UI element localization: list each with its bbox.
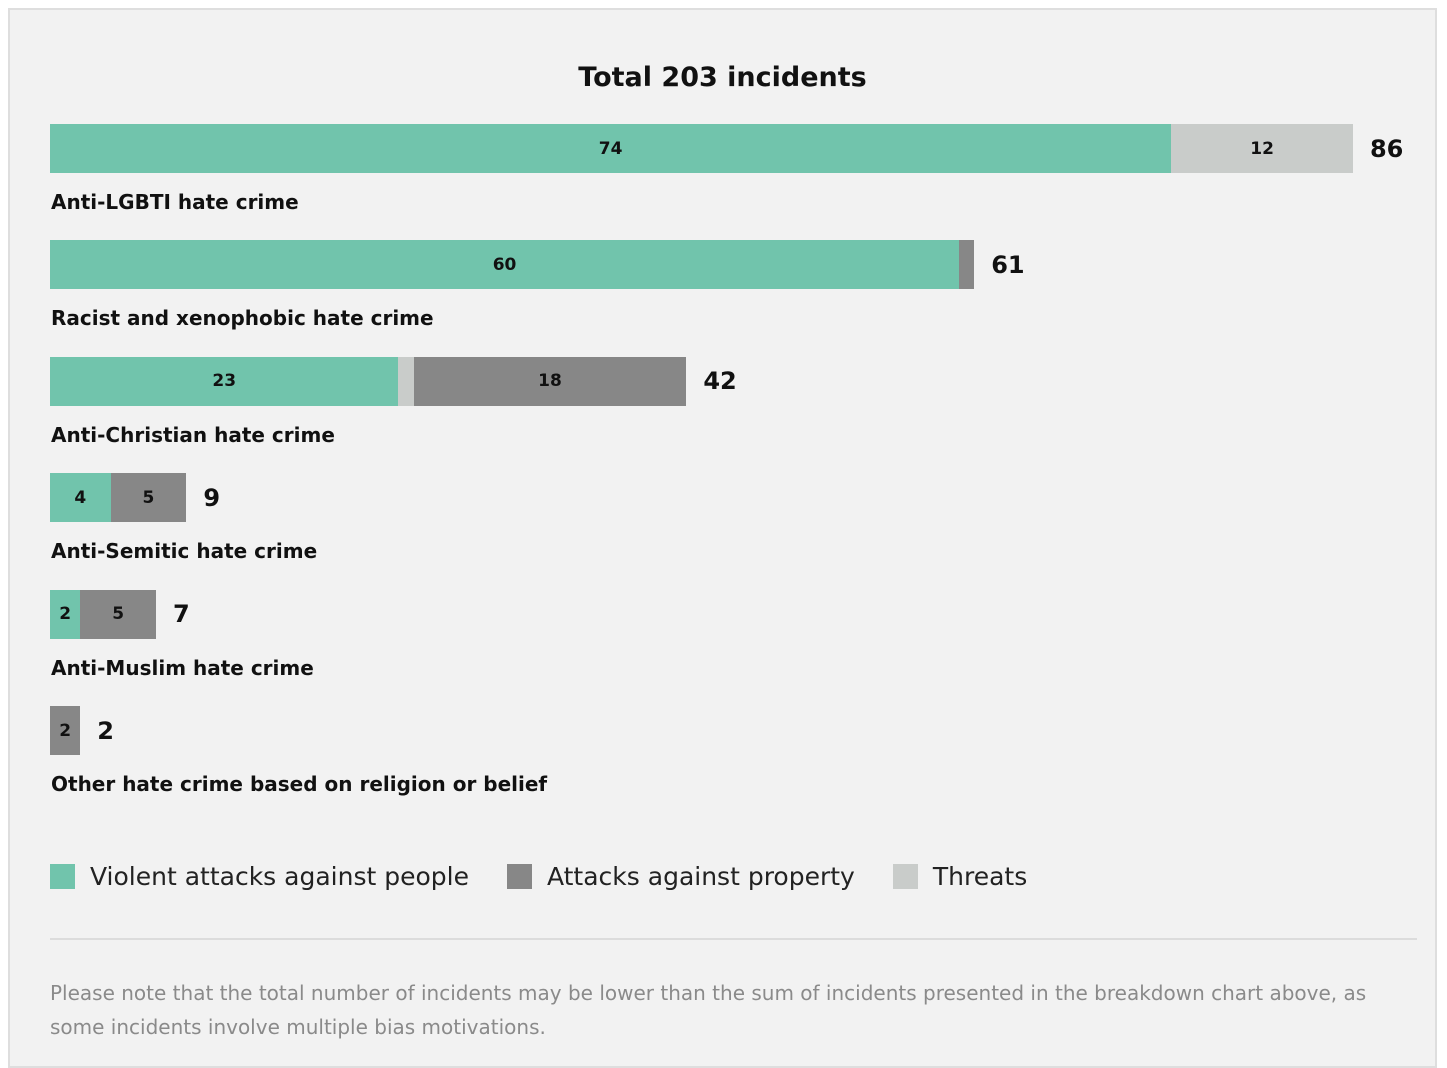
divider <box>50 938 1417 940</box>
footnote: Please note that the total number of inc… <box>50 981 1367 1039</box>
bar-segment-violent: 2 <box>50 589 81 639</box>
bar-value-label: 5 <box>112 604 125 625</box>
category-label: Anti-LGBTI hate crime <box>51 190 299 214</box>
bar-track: 74 12 86 <box>50 124 1447 173</box>
bar-value-label: 2 <box>59 720 72 741</box>
legend-swatch-violent <box>50 864 75 889</box>
bar-row: 23 18 42 Anti-Christian hate crime <box>50 356 1447 447</box>
bar-segment-threats <box>398 356 414 406</box>
bar-segment-threats: 12 <box>1171 124 1353 173</box>
chart-panel: Total 203 incidents 74 12 86 Anti-LGBTI hat… <box>8 8 1437 1068</box>
category-label: Other hate crime based on religion or be… <box>51 772 548 796</box>
category-label: Anti-Muslim hate crime <box>51 655 314 680</box>
bar-total-label: 86 <box>1369 134 1404 163</box>
bar-total-label: 7 <box>173 600 190 629</box>
bar-value-label: 74 <box>598 138 623 159</box>
bar-segment-violent: 60 <box>50 240 960 290</box>
bar-value-label: 18 <box>538 371 562 392</box>
bar-track: 23 18 42 <box>50 356 1447 406</box>
bar-segment-property <box>959 240 975 290</box>
bar-row: 2 5 7 Anti-Muslim hate crime <box>50 589 1447 680</box>
bar-row: 4 5 9 Anti-Semitic hate crime <box>50 473 1447 563</box>
legend: Violent attacks against people Attacks a… <box>50 862 1065 891</box>
chart-title: Total 203 incidents <box>578 62 867 93</box>
legend-swatch-threats <box>892 864 918 889</box>
bar-row: 2 2 Other hate crime based on religion or … <box>50 706 1447 796</box>
bar-segment-property: 2 <box>50 706 81 755</box>
bar-track: 60 61 <box>50 240 1447 290</box>
legend-label-property: Attacks against property <box>546 862 855 891</box>
bar-track: 2 5 7 <box>50 589 1447 639</box>
legend-item-violent: Violent attacks against people <box>50 862 469 891</box>
legend-label-violent: Violent attacks against people <box>90 862 469 891</box>
category-label: Racist and xenophobic hate crime <box>51 306 434 331</box>
bar-value-label: 23 <box>212 371 237 392</box>
bar-row: 60 61 Racist and xenophobic hate crime <box>50 240 1447 330</box>
bar-value-label: 12 <box>1250 138 1274 159</box>
bar-value-label: 60 <box>492 254 517 275</box>
bar-value-label: 4 <box>74 487 87 508</box>
bar-segment-property: 18 <box>413 356 687 406</box>
legend-swatch-property <box>506 864 532 889</box>
bar-total-label: 42 <box>703 367 737 396</box>
category-label: Anti-Christian hate crime <box>51 422 335 447</box>
bar-segment-violent: 4 <box>50 473 111 523</box>
bar-row: 74 12 86 Anti-LGBTI hate crime <box>50 124 1447 214</box>
legend-label-threats: Threats <box>932 862 1028 891</box>
legend-item-threats: Threats <box>892 862 1028 891</box>
bar-segment-violent: 23 <box>50 356 399 406</box>
bar-segment-property: 5 <box>80 589 157 639</box>
legend-item-property: Attacks against property <box>506 862 855 891</box>
category-label: Anti-Semitic hate crime <box>51 539 318 564</box>
bar-segment-property: 5 <box>110 473 187 523</box>
bar-total-label: 61 <box>991 250 1025 279</box>
bar-track: 4 5 9 <box>50 473 1447 523</box>
bar-value-label: 5 <box>142 487 155 508</box>
bar-value-label: 2 <box>59 604 72 625</box>
bar-total-label: 2 <box>97 716 114 745</box>
bar-segment-violent: 74 <box>50 124 1172 173</box>
bar-total-label: 9 <box>203 483 221 512</box>
